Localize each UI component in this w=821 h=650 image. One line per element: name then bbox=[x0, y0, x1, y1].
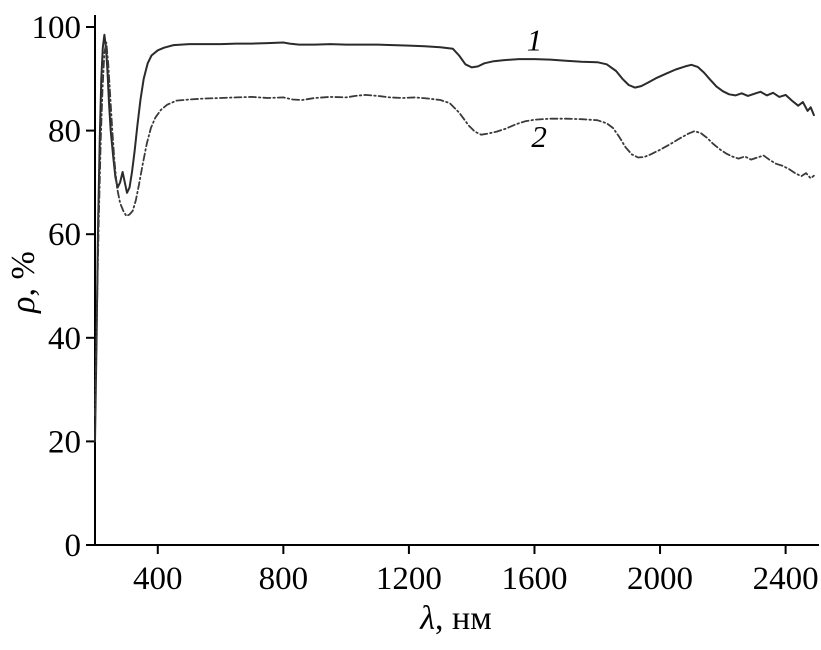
x-tick-label: 1200 bbox=[376, 561, 442, 597]
x-tick-label: 1600 bbox=[501, 561, 567, 597]
x-tick-label: 800 bbox=[259, 561, 309, 597]
y-axis-symbol: ρ bbox=[5, 296, 42, 313]
series-label-1: 1 bbox=[527, 22, 543, 57]
y-tick-label: 40 bbox=[48, 321, 81, 357]
y-axis-label: ρ, % bbox=[5, 251, 42, 313]
x-tick-label: 2400 bbox=[753, 561, 819, 597]
x-axis-label: λ, нм bbox=[420, 602, 491, 636]
x-tick-label: 2000 bbox=[627, 561, 693, 597]
y-axis-unit: , % bbox=[5, 251, 42, 297]
x-axis-symbol: λ bbox=[420, 600, 436, 637]
y-tick-label: 0 bbox=[65, 528, 82, 564]
y-tick-label: 20 bbox=[48, 424, 81, 460]
curve-2 bbox=[94, 41, 815, 417]
series-label-2: 2 bbox=[531, 119, 547, 154]
curve-1 bbox=[94, 33, 815, 443]
y-tick-label: 80 bbox=[48, 114, 81, 150]
y-tick-label: 100 bbox=[32, 10, 82, 46]
y-tick-label: 60 bbox=[48, 217, 81, 253]
x-tick-label: 400 bbox=[133, 561, 183, 597]
x-axis-unit: , нм bbox=[435, 600, 492, 637]
